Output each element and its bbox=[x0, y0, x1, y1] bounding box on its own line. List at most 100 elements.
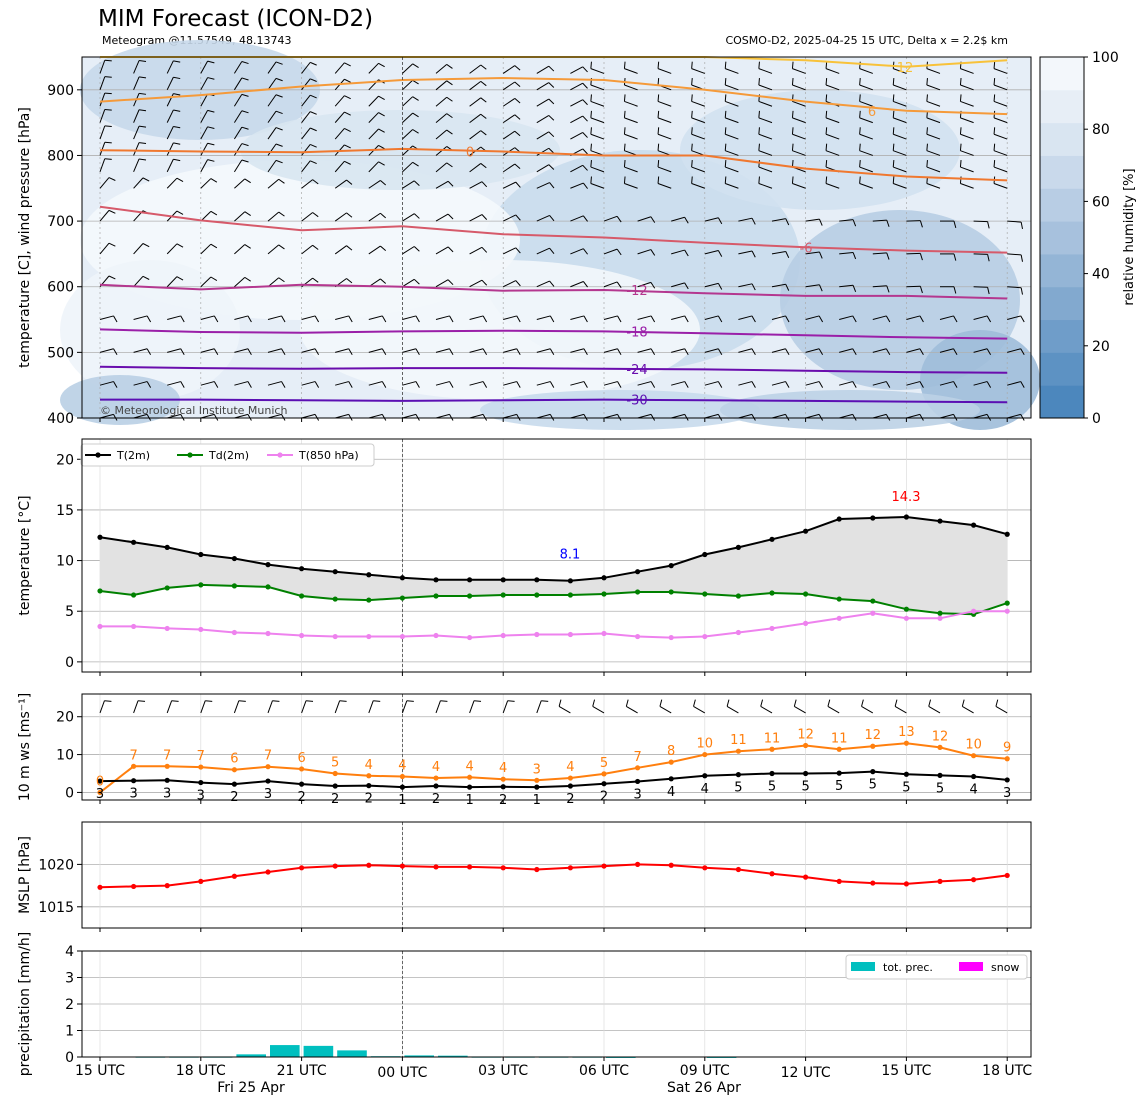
mean-wind-point bbox=[735, 772, 742, 778]
y-tick-label: 0 bbox=[65, 655, 74, 671]
wind-barb bbox=[233, 126, 243, 140]
mslp-point bbox=[433, 864, 439, 870]
mslp-point bbox=[332, 863, 338, 869]
mslp-point bbox=[1004, 872, 1010, 879]
wind-barb bbox=[671, 381, 685, 386]
wind-barb-flag bbox=[241, 159, 249, 163]
y-tick-label: 1020 bbox=[38, 857, 74, 873]
gust-point bbox=[937, 744, 943, 750]
wind-barb bbox=[402, 96, 413, 107]
wind-barb-flag bbox=[348, 381, 353, 388]
wind-barb-flag bbox=[650, 414, 656, 421]
wind-barb-flag bbox=[726, 699, 730, 707]
wind-barb bbox=[993, 68, 1008, 74]
wind-barb-flag bbox=[446, 129, 453, 135]
wind-barb-flag bbox=[953, 315, 958, 323]
wind-barb bbox=[704, 217, 719, 222]
wind-barb-flag bbox=[986, 315, 992, 323]
wind-barb bbox=[133, 76, 140, 91]
wind-barb bbox=[99, 177, 110, 189]
data-point bbox=[971, 608, 977, 614]
wind-barb-flag bbox=[210, 243, 218, 249]
wind-barb bbox=[725, 150, 739, 156]
wind-barb bbox=[133, 348, 148, 353]
wind-barb-flag bbox=[447, 180, 454, 187]
wind-barb bbox=[133, 60, 140, 74]
mslp-point bbox=[635, 861, 641, 868]
wind-barb-flag bbox=[207, 77, 215, 80]
wind-barb bbox=[166, 243, 178, 255]
wind-barb bbox=[469, 348, 484, 353]
wind-barb-flag bbox=[859, 110, 861, 118]
wind-barb-flag bbox=[785, 284, 790, 291]
wind-barb bbox=[893, 166, 907, 173]
wind-barb-flag bbox=[657, 110, 660, 118]
wind-barb bbox=[805, 251, 820, 255]
wind-barb-flag bbox=[449, 414, 454, 421]
wind-barb bbox=[1007, 315, 1021, 321]
wind-barb-flag bbox=[885, 414, 891, 421]
data-point bbox=[467, 593, 473, 599]
wind-barb-flag bbox=[412, 129, 419, 134]
wind-barb bbox=[503, 348, 517, 353]
wind-barb bbox=[267, 94, 277, 107]
x-tick-label: 03 UTC bbox=[478, 1063, 528, 1079]
y-tick-label: 400 bbox=[47, 411, 74, 427]
wind-barb-flag bbox=[104, 108, 112, 111]
wind-barb-flag bbox=[415, 315, 420, 323]
wind-barb-flag bbox=[176, 276, 184, 281]
wind-barb bbox=[894, 705, 907, 714]
wind-barb bbox=[758, 183, 773, 189]
wind-barb bbox=[368, 112, 379, 123]
mean-wind-value-label: 2 bbox=[566, 792, 574, 807]
mslp-point bbox=[231, 873, 237, 879]
humidity-area bbox=[480, 390, 760, 430]
wind-barb bbox=[570, 348, 585, 353]
wind-barb-flag bbox=[758, 78, 760, 86]
wind-barb-flag bbox=[760, 699, 764, 707]
gust-point bbox=[131, 763, 137, 769]
wind-barb bbox=[335, 381, 349, 386]
wind-barb-flag bbox=[310, 61, 317, 66]
wind-barb-flag bbox=[582, 215, 588, 222]
data-point bbox=[131, 592, 137, 598]
wind-barb bbox=[637, 281, 652, 288]
wind-barb-flag bbox=[210, 276, 218, 282]
wind-barb bbox=[939, 348, 954, 353]
wind-barb bbox=[839, 381, 853, 386]
wind-barb bbox=[570, 248, 584, 255]
wind-barb-flag bbox=[993, 61, 996, 69]
wind-barb bbox=[570, 215, 584, 222]
wind-barb-flag bbox=[207, 142, 215, 146]
wind-barb-flag bbox=[210, 210, 218, 216]
wind-barb-flag bbox=[861, 699, 864, 707]
wind-barb-flag bbox=[241, 126, 249, 130]
wind-barb-flag bbox=[310, 143, 317, 148]
data-point bbox=[769, 590, 775, 596]
day-label: Fri 25 Apr bbox=[217, 1080, 285, 1096]
wind-barb-flag bbox=[791, 176, 794, 184]
wind-barb-flag bbox=[894, 699, 898, 707]
wind-barb bbox=[368, 700, 374, 714]
wind-barb bbox=[691, 166, 705, 173]
data-point bbox=[433, 632, 439, 639]
wind-barb-flag bbox=[139, 109, 147, 112]
gust-point bbox=[769, 746, 775, 752]
wind-barb bbox=[233, 700, 240, 714]
wind-barb-flag bbox=[515, 214, 521, 221]
wind-barb bbox=[536, 700, 542, 714]
wind-barb-flag bbox=[275, 159, 283, 164]
mslp-point bbox=[903, 881, 910, 887]
precipitation-panel: 0 1 2 3 4 precipitation [mm/h] tot. prec. snow bbox=[17, 932, 1032, 1076]
wind-barb-flag bbox=[582, 115, 588, 122]
data-point bbox=[769, 536, 775, 542]
wind-barb bbox=[402, 112, 413, 124]
wind-barb-flag bbox=[480, 130, 487, 136]
wind-barb bbox=[671, 413, 685, 419]
wind-barb-flag bbox=[449, 381, 454, 388]
wind-barb bbox=[301, 212, 313, 222]
wind-barb-flag bbox=[173, 93, 181, 96]
wind-barb-flag bbox=[623, 127, 626, 135]
wind-barb bbox=[704, 282, 719, 288]
